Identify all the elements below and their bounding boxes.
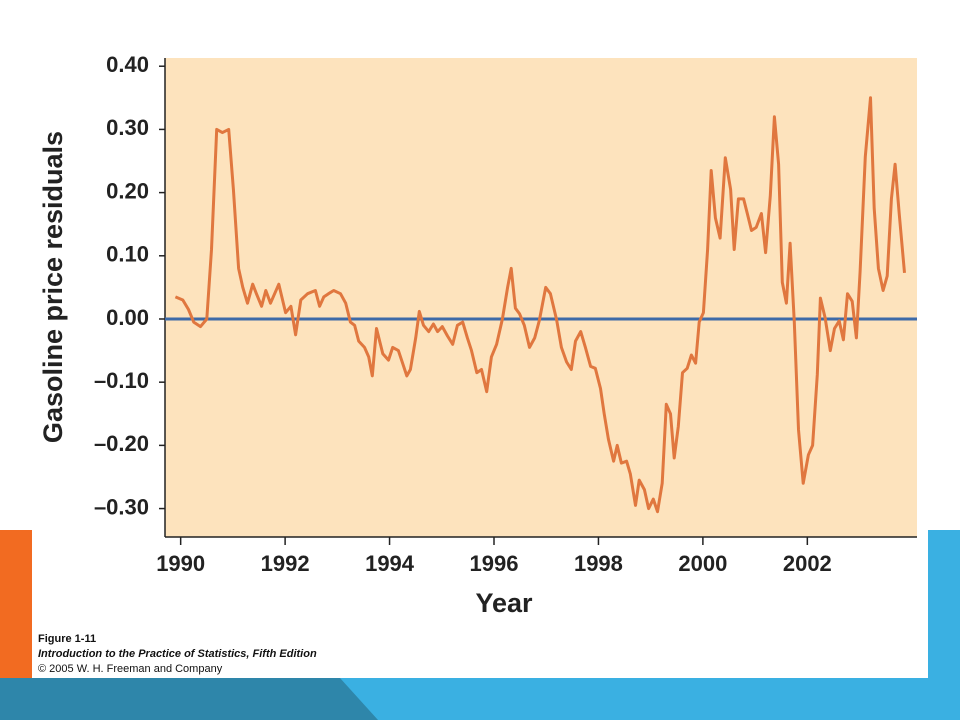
x-axis-label: Year (475, 588, 533, 618)
plot-background (165, 58, 917, 537)
blue-block (928, 530, 960, 680)
x-tick-label: 1998 (574, 551, 623, 576)
y-tick-label: 0.30 (106, 115, 149, 140)
y-tick-label: 0.40 (106, 52, 149, 77)
y-tick-label: –0.20 (94, 431, 149, 456)
copyright: © 2005 W. H. Freeman and Company (38, 663, 223, 675)
y-axis-label: Gasoline price residuals (38, 131, 68, 443)
y-tick-label: 0.10 (106, 242, 149, 267)
residual-line (174, 96, 906, 514)
x-tick-label: 1992 (261, 551, 310, 576)
x-tick-label: 1990 (156, 551, 205, 576)
x-tick-label: 1994 (365, 551, 415, 576)
chart: 0.40 0.30 0.20 0.10 0.00 –0.10 –0.20 –0.30 1990 1… (94, 52, 917, 576)
x-tick-label: 1996 (470, 551, 519, 576)
figure-number: Figure 1-11 (38, 633, 96, 645)
x-tick-label: 2000 (678, 551, 727, 576)
x-tick-label: 2002 (783, 551, 832, 576)
y-tick-label: 0.00 (106, 305, 149, 330)
orange-block (0, 530, 32, 680)
y-tick-label: –0.30 (94, 494, 149, 519)
y-tick-label: –0.10 (94, 368, 149, 393)
book-title: Introduction to the Practice of Statisti… (38, 648, 317, 660)
y-tick-label: 0.20 (106, 178, 149, 203)
bottom-strip-dark (0, 678, 378, 720)
